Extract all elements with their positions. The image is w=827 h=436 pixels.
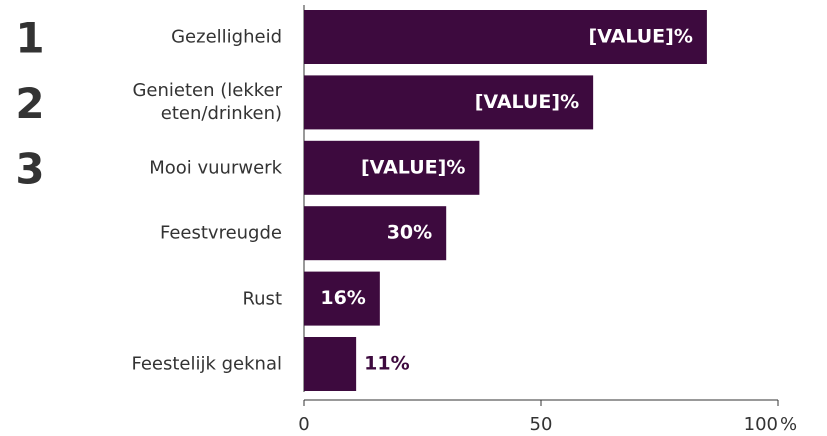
category-label: Genieten (lekker eten/drinken) [132,80,282,125]
value-label: [VALUE]% [589,26,693,48]
bar [304,337,357,391]
x-tick-label: 100 [744,414,778,435]
rank-number: 2 [15,79,44,128]
x-axis-unit: % [780,414,797,435]
category-label: Mooi vuurwerk [149,157,282,179]
bar [304,75,594,130]
value-label: 30% [387,222,432,244]
category-label: Rust [242,288,282,310]
value-label: [VALUE]% [361,156,465,178]
rank-number: 1 [15,14,44,63]
category-label: Feestvreugde [159,222,282,244]
bar [304,140,480,195]
x-tick-label: 0 [298,414,309,435]
value-label: 16% [320,287,365,309]
x-tick-label: 50 [530,414,553,435]
bar [304,271,380,326]
category-label: Feestelijk geknal [131,353,282,375]
bar [304,10,707,64]
category-label: Gezelligheid [171,26,282,48]
value-label: [VALUE]% [475,91,579,113]
value-label: 11% [364,353,409,375]
bar [304,206,447,261]
rank-number: 3 [15,144,44,193]
